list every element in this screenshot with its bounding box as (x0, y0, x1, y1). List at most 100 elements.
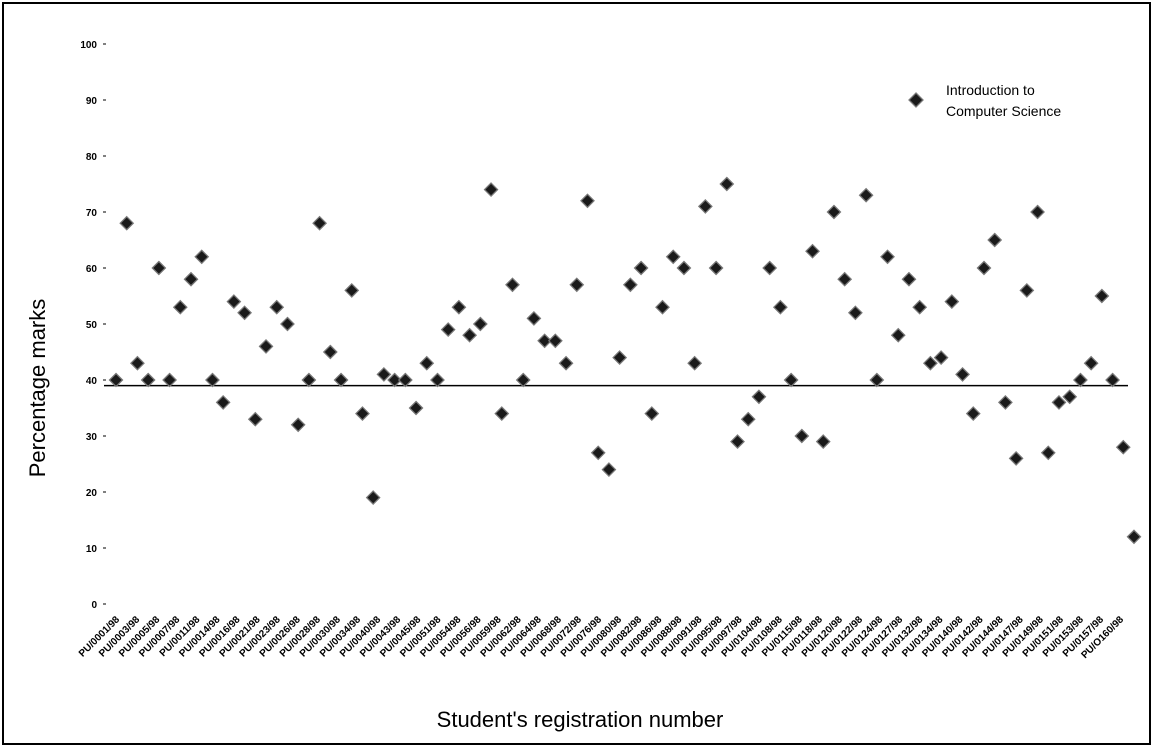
y-axis-label: Percentage marks (25, 299, 50, 478)
data-point (247, 411, 263, 427)
data-point (869, 372, 885, 388)
data-point (815, 434, 831, 450)
data-point (269, 299, 285, 315)
data-point (226, 294, 242, 310)
data-point (708, 260, 724, 276)
data-point (1105, 372, 1120, 388)
data-point (1030, 204, 1045, 220)
data-point (783, 372, 799, 388)
data-point (676, 260, 692, 276)
data-point (558, 355, 574, 371)
data-point (537, 333, 553, 349)
data-point (408, 400, 424, 416)
data-point (547, 333, 563, 349)
y-tick-label: 20 (86, 488, 98, 499)
data-point (290, 417, 306, 433)
y-tick-label: 50 (86, 320, 98, 331)
data-point (569, 277, 585, 293)
legend: Introduction to Computer Science (908, 82, 1061, 119)
data-point (1073, 372, 1088, 388)
data-point (515, 372, 531, 388)
data-point (472, 316, 488, 332)
data-point (1062, 389, 1078, 405)
data-point (601, 462, 617, 478)
data-point (901, 271, 917, 287)
data-point (730, 434, 745, 450)
data-point (451, 299, 467, 315)
data-point (719, 176, 735, 192)
legend-label: Introduction to Computer Science (946, 82, 1061, 119)
data-point (526, 310, 542, 326)
data-point (1115, 439, 1131, 455)
data-point (912, 299, 928, 315)
data-point (1051, 394, 1067, 410)
data-point (622, 277, 638, 293)
data-point (494, 406, 510, 422)
data-point (933, 350, 949, 366)
y-tick-label: 10 (86, 544, 98, 555)
data-point (697, 198, 713, 214)
data-point (922, 355, 938, 371)
data-point (1094, 288, 1110, 304)
data-point (655, 299, 670, 315)
data-point (333, 372, 349, 388)
data-point (965, 406, 981, 422)
data-point (505, 277, 520, 293)
data-point (1019, 282, 1035, 298)
y-tick-label: 80 (86, 152, 98, 163)
y-tick-label: 0 (91, 600, 97, 611)
data-point (183, 271, 199, 287)
data-point (590, 445, 606, 461)
data-point (172, 299, 188, 315)
data-point (355, 406, 370, 422)
data-point (858, 187, 874, 203)
data-point (322, 344, 338, 360)
data-point (397, 372, 413, 388)
data-point (751, 389, 767, 405)
data-point (483, 182, 499, 198)
data-point (205, 372, 220, 388)
data-point (805, 243, 820, 259)
y-tick-label: 90 (86, 96, 98, 107)
data-point (847, 305, 863, 321)
data-points (108, 176, 1142, 545)
data-point (194, 249, 210, 265)
data-point (280, 316, 295, 332)
data-point (644, 406, 660, 422)
data-point (365, 490, 381, 506)
data-point (976, 260, 992, 276)
data-point (344, 282, 360, 298)
data-point (108, 372, 124, 388)
data-point (1040, 445, 1056, 461)
y-tick-label: 30 (86, 432, 98, 443)
data-point (794, 428, 810, 444)
data-point (612, 350, 628, 366)
data-point (580, 193, 595, 209)
y-axis-ticks: 0 10 20 30 40 50 60 70 80 90 100 (80, 40, 106, 611)
data-point (312, 215, 328, 231)
data-point (880, 249, 895, 265)
data-point (462, 327, 478, 343)
data-point (633, 260, 649, 276)
data-point (119, 215, 135, 231)
data-point (837, 271, 853, 287)
data-point (430, 372, 445, 388)
y-tick-label: 100 (80, 40, 97, 51)
data-point (1008, 450, 1024, 466)
data-point (1126, 529, 1142, 545)
data-point (376, 366, 392, 382)
data-point (740, 411, 756, 427)
data-point (762, 260, 778, 276)
data-point (944, 294, 960, 310)
data-point (987, 232, 1003, 248)
data-point (772, 299, 788, 315)
data-point (162, 372, 177, 388)
data-point (387, 372, 403, 388)
data-point (687, 355, 703, 371)
data-point (665, 249, 681, 265)
data-point (955, 366, 970, 382)
data-point (215, 394, 231, 410)
data-point (151, 260, 167, 276)
y-tick-label: 70 (86, 208, 98, 219)
